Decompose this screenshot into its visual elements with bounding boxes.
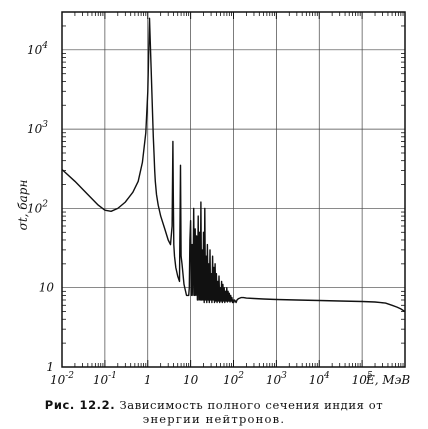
tick-marks [61, 11, 406, 367]
x-tick-label: 103 [266, 371, 287, 387]
x-tick-label: 102 [223, 371, 244, 387]
y-tick-label: 102 [27, 199, 48, 215]
y-tick-label: 104 [27, 41, 48, 57]
x-tick-labels: 10-2 10-1 1 10 102 103 104 105 [50, 371, 373, 387]
x-tick-label: 104 [309, 371, 330, 387]
gridlines [62, 12, 405, 367]
y-tick-label: 1 [46, 360, 54, 374]
caption-line1: Зависимость полного сечения индия от [119, 398, 384, 412]
caption-line2: энергии нейтронов. [142, 412, 286, 426]
series-line [61, 17, 406, 313]
y-tick-labels: 1 10 102 103 104 [27, 41, 54, 374]
y-tick-label: 103 [27, 120, 48, 136]
x-axis-label: E, МэВ [365, 373, 410, 387]
y-tick-label: 10 [39, 281, 55, 295]
x-tick-label: 10 [183, 373, 199, 387]
figure-caption: Рис. 12.2. Зависимость полного сечения и… [0, 398, 428, 426]
x-tick-label: 10-1 [93, 371, 117, 387]
x-tick-label: 1 [144, 373, 152, 387]
y-axis-label: σt, барн [16, 180, 30, 231]
caption-prefix: Рис. 12.2. [44, 398, 116, 412]
